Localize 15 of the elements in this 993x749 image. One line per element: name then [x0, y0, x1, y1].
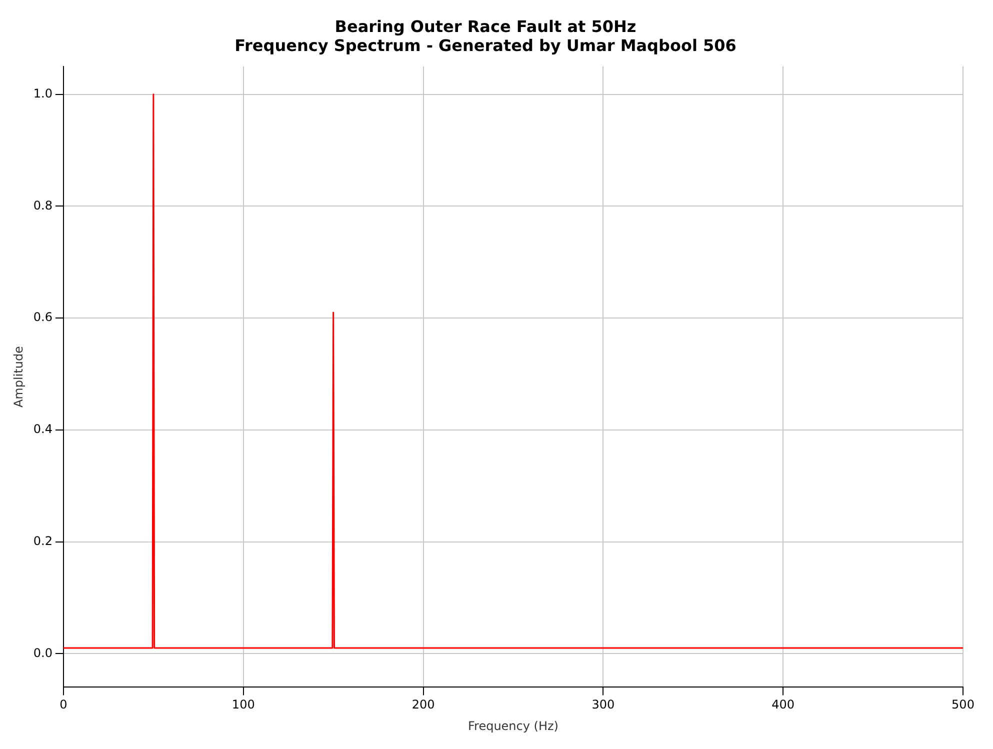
- x-tick-label: 0: [60, 698, 68, 712]
- x-axis-title: Frequency (Hz): [468, 718, 558, 733]
- y-tick-label: 0.8: [33, 198, 52, 212]
- x-tick-label: 200: [412, 698, 435, 712]
- x-tick-label: 100: [232, 698, 255, 712]
- x-tick-label: 300: [592, 698, 615, 712]
- y-tick-label: 0.0: [33, 646, 52, 660]
- y-axis-title: Amplitude: [11, 346, 26, 408]
- y-tick-label: 1.0: [33, 86, 52, 100]
- y-tick-label: 0.2: [33, 534, 52, 548]
- x-tick-label: 400: [772, 698, 795, 712]
- chart-title: Bearing Outer Race Fault at 50Hz Frequency Spectrum - Generated by Umar Maqbool 506: [234, 16, 736, 55]
- y-tick-label: 0.4: [33, 422, 52, 436]
- x-tick-label: 500: [952, 698, 974, 712]
- y-tick-label: 0.6: [33, 310, 52, 324]
